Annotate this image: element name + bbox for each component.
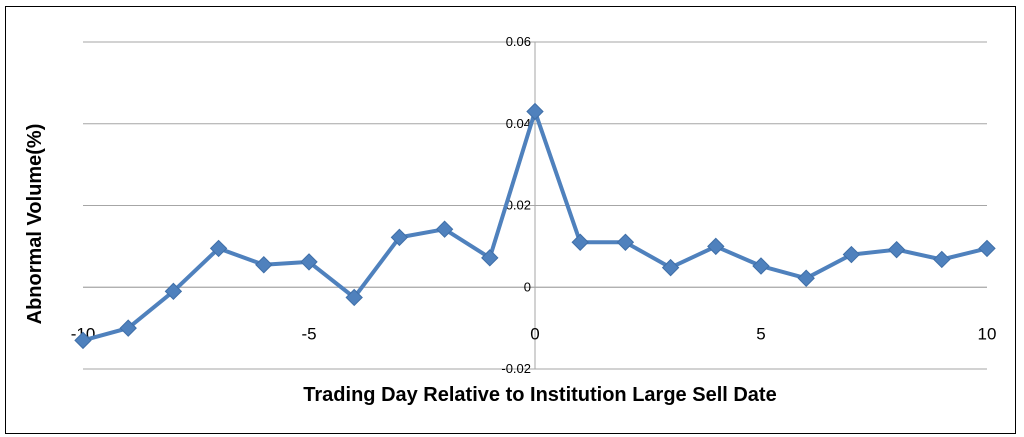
data-point-marker [164,282,183,301]
data-point-marker [842,245,861,264]
y-tick-labels: -0.02 0 0.02 0.04 0.06 [501,34,531,376]
y-tick-label: 0 [524,279,531,294]
y-tick-label: 0.06 [506,34,531,49]
data-point-marker [390,228,409,247]
x-tick-label: 5 [756,324,765,343]
data-point-marker [526,102,544,121]
y-tick-label: 0.04 [506,116,531,131]
data-point-marker [797,269,815,287]
data-point-marker [933,250,951,269]
data-point-marker [887,240,906,259]
x-tick-label: 0 [530,324,539,343]
data-point-marker [300,253,318,271]
data-point-marker [209,239,228,258]
data-point-marker [345,288,363,307]
data-point-marker [255,256,273,274]
y-tick-label: -0.02 [501,361,531,376]
data-point-marker [616,233,635,251]
y-tick-label: 0.02 [506,198,531,213]
y-axis-title: Abnormal Volume(%) [24,124,46,325]
data-point-marker [661,258,680,277]
data-point-marker [119,319,137,337]
axes [83,42,987,369]
series-layer [74,102,996,350]
data-point-marker [707,237,725,256]
data-point-marker [978,239,996,258]
data-point-marker [571,233,589,251]
data-point-marker [74,331,92,350]
data-point-marker [435,220,454,238]
x-tick-label: 10 [978,324,997,343]
data-point-marker [752,257,770,275]
data-point-marker [481,249,499,267]
x-tick-label: -5 [301,324,316,343]
x-axis-title: Trading Day Relative to Institution Larg… [303,384,776,406]
